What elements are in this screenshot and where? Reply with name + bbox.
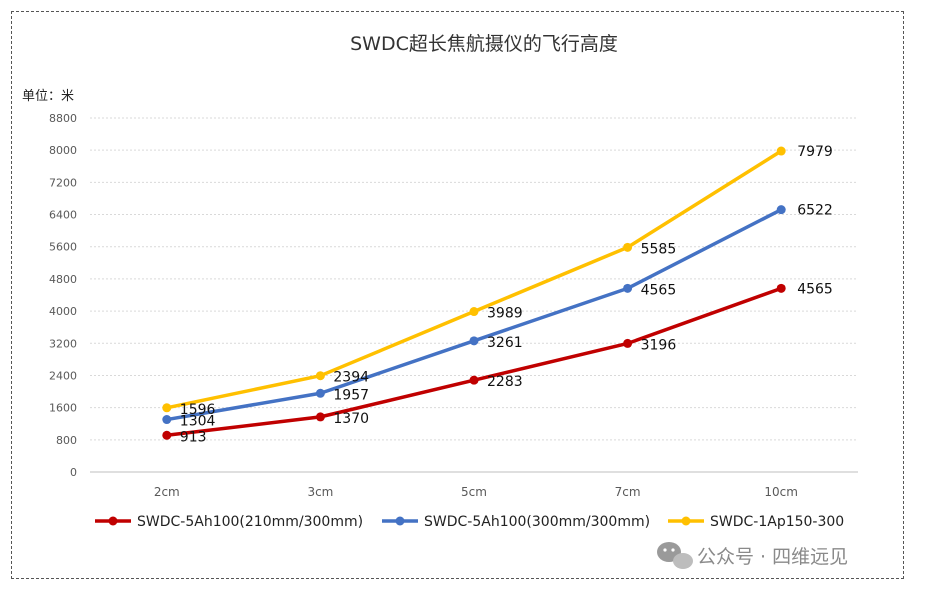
data-point: [623, 283, 633, 293]
y-tick-label: 2400: [49, 369, 77, 382]
data-label: 6522: [797, 203, 833, 219]
y-axis-ticks: 0 800 1600 2400 3200 4000 4800 5600 6400 7200 8000…: [49, 112, 77, 479]
y-tick-label: 1600: [49, 402, 77, 415]
y-unit-label: 单位：米: [22, 89, 74, 104]
data-label: 913: [180, 429, 207, 445]
data-point: [776, 205, 786, 215]
chart-frame: [11, 11, 904, 579]
x-tick-label: 5cm: [461, 485, 487, 499]
data-label: 2394: [333, 370, 369, 386]
x-tick-label: 10cm: [764, 485, 798, 499]
data-label: 3261: [487, 335, 523, 351]
data-point: [623, 242, 633, 252]
legend-entry: SWDC-5Ah100(300mm/300mm): [424, 514, 650, 530]
data-point: [315, 371, 325, 381]
x-axis-ticks: 2cm 3cm 5cm 7cm 10cm: [154, 485, 798, 499]
data-point: [162, 430, 172, 440]
data-point: [469, 336, 479, 346]
y-tick-label: 8800: [49, 112, 77, 125]
data-label: 3989: [487, 306, 523, 322]
data-point: [162, 403, 172, 413]
data-point: [162, 415, 172, 425]
legend-marker-dot: [108, 516, 118, 526]
y-tick-label: 6400: [49, 209, 77, 222]
series-group: [162, 146, 786, 440]
legend: SWDC-5Ah100(210mm/300mm) SWDC-5Ah100(300m…: [95, 514, 844, 530]
data-point: [469, 307, 479, 317]
data-point: [776, 283, 786, 293]
data-label: 1370: [333, 411, 369, 427]
watermark: 公众号 · 四维远见: [657, 542, 848, 569]
data-label: 2283: [487, 374, 523, 390]
data-point: [315, 388, 325, 398]
y-tick-label: 4000: [49, 305, 77, 318]
x-tick-label: 7cm: [615, 485, 641, 499]
y-tick-label: 7200: [49, 176, 77, 189]
y-tick-label: 0: [70, 466, 77, 479]
watermark-text: 公众号 · 四维远见: [697, 546, 848, 568]
data-point: [623, 338, 633, 348]
data-point: [469, 375, 479, 385]
y-tick-label: 5600: [49, 241, 77, 254]
series-line: [165, 149, 783, 410]
data-label: 1304: [180, 414, 216, 430]
legend-entry: SWDC-5Ah100(210mm/300mm): [137, 514, 363, 530]
data-point: [776, 146, 786, 156]
chart-title: SWDC超长焦航摄仪的飞行高度: [350, 33, 618, 55]
data-point: [315, 412, 325, 422]
x-tick-label: 3cm: [307, 485, 333, 499]
data-label: 7979: [797, 144, 833, 160]
legend-marker-dot: [681, 516, 691, 526]
data-label: 5585: [641, 241, 677, 257]
data-label: 4565: [641, 282, 677, 298]
data-label: 4565: [797, 281, 833, 297]
y-tick-label: 3200: [49, 337, 77, 350]
wechat-icon: [657, 542, 693, 569]
legend-entry: SWDC-1Ap150-300: [710, 514, 844, 530]
data-label: 1596: [180, 402, 216, 418]
y-tick-label: 800: [56, 434, 77, 447]
data-label: 1957: [333, 387, 369, 403]
data-label: 3196: [641, 337, 677, 353]
data-labels: 913 1370 2283 3196 4565 1304 1957 3261 4565 6522 1…: [180, 144, 833, 445]
y-tick-label: 8000: [49, 144, 77, 157]
y-tick-label: 4800: [49, 273, 77, 286]
x-tick-label: 2cm: [154, 485, 180, 499]
legend-marker-dot: [395, 516, 405, 526]
